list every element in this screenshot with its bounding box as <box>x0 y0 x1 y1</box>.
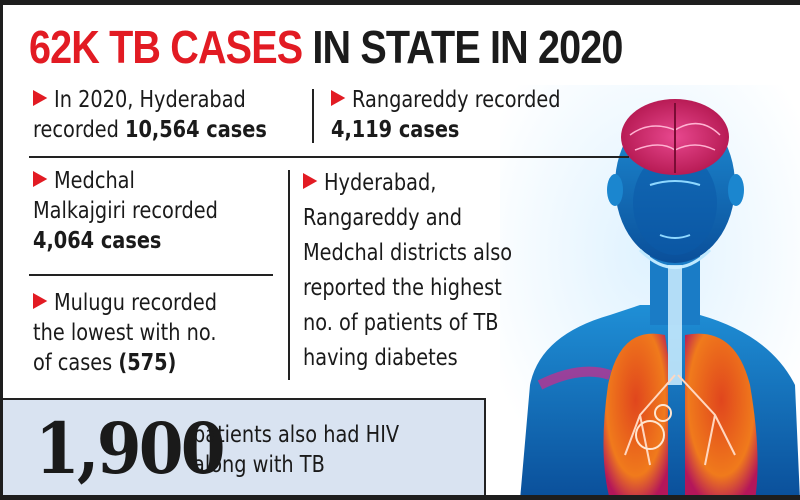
fact-number: 4,119 cases <box>331 117 460 143</box>
headline: 62K TB CASES IN STATE IN 2020 <box>29 21 623 73</box>
fact-text: In 2020, Hyderabad <box>54 87 246 113</box>
divider-horizontal <box>29 156 629 158</box>
fact-text: Hyderabad, <box>324 170 437 196</box>
fact-text: Malkajgiri recorded <box>33 198 218 224</box>
fact-medchal: Medchal Malkajgiri recorded 4,064 cases <box>33 166 218 256</box>
headline-rest: IN STATE IN 2020 <box>312 21 623 73</box>
fact-text: reported the highest <box>303 275 502 301</box>
hiv-callout-box: 1,900 patients also had HIV along with T… <box>3 398 486 495</box>
fact-text: recorded <box>33 117 126 143</box>
fact-mulugu: Mulugu recorded the lowest with no. of c… <box>33 288 217 378</box>
fact-diabetes: Hyderabad, Rangareddy and Medchal distri… <box>303 166 512 376</box>
human-body-illustration <box>500 85 800 495</box>
fact-number: 10,564 cases <box>125 117 267 143</box>
arrow-bullet-icon <box>33 293 48 309</box>
fact-number: (575) <box>118 350 177 376</box>
fact-text: Medchal districts also <box>303 240 513 266</box>
fact-text: Rangareddy and <box>303 205 463 231</box>
fact-text: the lowest with no. <box>33 320 217 346</box>
divider-vertical <box>312 89 314 143</box>
fact-text: Mulugu recorded <box>54 290 218 316</box>
arrow-bullet-icon <box>331 90 346 106</box>
hiv-caption-line: patients also had HIV <box>193 422 400 448</box>
fact-number: 4,064 cases <box>33 228 162 254</box>
fact-rangareddy: Rangareddy recorded 4,119 cases <box>331 85 561 145</box>
fact-hyderabad: In 2020, Hyderabad recorded 10,564 cases <box>33 85 267 145</box>
hiv-caption-line: along with TB <box>193 452 325 478</box>
fact-text: Rangareddy recorded <box>352 87 561 113</box>
fact-text: Medchal <box>54 168 135 194</box>
arrow-bullet-icon <box>33 90 48 106</box>
arrow-bullet-icon <box>33 171 48 187</box>
divider-vertical <box>288 170 290 380</box>
headline-highlight: 62K TB CASES <box>29 21 303 73</box>
hiv-caption: patients also had HIV along with TB <box>193 420 399 480</box>
fact-text: no. of patients of TB <box>303 310 499 336</box>
fact-text: of cases <box>33 350 119 376</box>
hiv-count: 1,900 <box>35 407 226 490</box>
divider-horizontal <box>29 274 273 276</box>
arrow-bullet-icon <box>303 173 318 189</box>
fact-text: having diabetes <box>303 345 458 371</box>
